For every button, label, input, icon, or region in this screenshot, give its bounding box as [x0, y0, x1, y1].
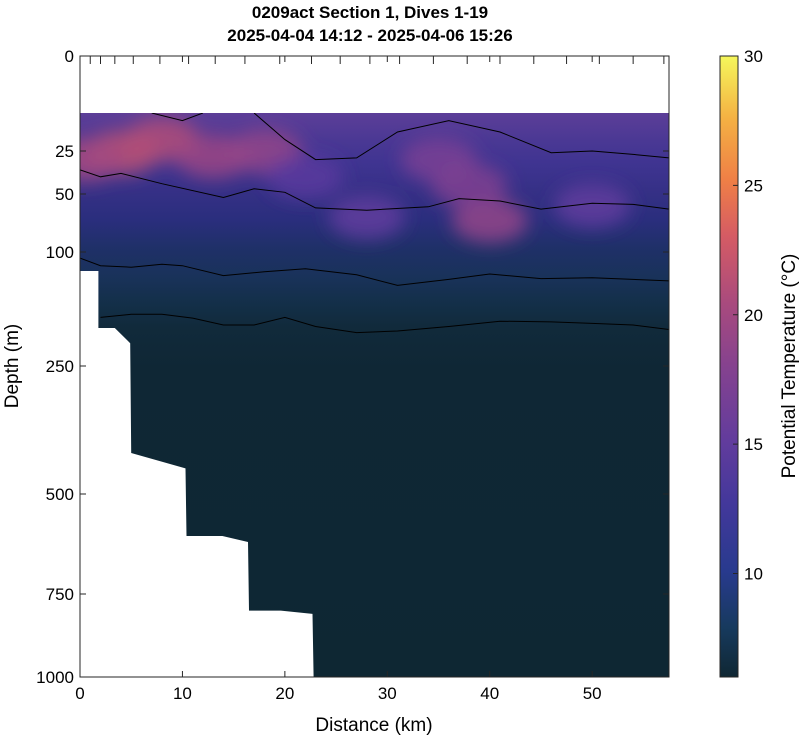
y-tick-label: 50 [55, 185, 74, 204]
chart-title: 0209act Section 1, Dives 1-19 [252, 3, 488, 22]
x-tick-label: 50 [583, 684, 602, 703]
warm-patch [328, 195, 405, 240]
x-tick-label: 30 [378, 684, 397, 703]
y-axis-ticks: 0 25 50 100 250 500 750 1000 [36, 47, 669, 687]
seafloor-mask [80, 271, 314, 677]
colorbar-tick-label: 25 [744, 176, 763, 195]
chart-subtitle: 2025-04-04 14:12 - 2025-04-06 15:26 [227, 26, 512, 45]
y-tick-label: 250 [46, 357, 74, 376]
isotherm-line [80, 169, 669, 211]
x-tick-label: 40 [480, 684, 499, 703]
x-tick-label: 20 [275, 684, 294, 703]
isotherm-line [151, 113, 204, 122]
y-tick-label: 1000 [36, 668, 74, 687]
y-tick-label: 25 [55, 142, 74, 161]
isotherm-line [100, 313, 669, 334]
y-tick-label: 750 [46, 585, 74, 604]
x-tick-label: 0 [75, 684, 84, 703]
y-tick-label: 100 [46, 243, 74, 262]
colorbar-ticks: 10 15 20 25 30 [733, 47, 763, 584]
colorbar-tick-label: 20 [744, 306, 763, 325]
colorbar-label: Potential Temperature (°C) [779, 254, 800, 479]
y-axis-label: Depth (m) [2, 324, 23, 408]
y-tick-label: 500 [46, 485, 74, 504]
warm-patch [267, 154, 344, 199]
plot-area: 0 10 20 30 40 50 0 25 50 100 250 500 750 1000 [36, 47, 670, 703]
isotherm-line [253, 113, 669, 161]
x-axis-label: Distance (km) [315, 715, 432, 736]
dive-markers [79, 56, 665, 64]
title-group: 0209act Section 1, Dives 1-19 2025-04-04… [227, 3, 512, 45]
x-tick-label: 10 [173, 684, 192, 703]
warm-patch [80, 137, 124, 182]
warm-water-patches [80, 117, 631, 243]
colorbar-tick-label: 30 [744, 47, 763, 66]
warm-patch [431, 163, 508, 208]
y-tick-label: 0 [65, 47, 74, 66]
warm-patch [554, 183, 631, 228]
isotherm-line [80, 257, 669, 286]
warm-patch [451, 198, 528, 243]
isotherm-contours [80, 113, 669, 334]
colorbar-tick-label: 10 [744, 565, 763, 584]
colorbar-tick-label: 15 [744, 435, 763, 454]
colorbar: 10 15 20 25 30 Potential Temperature (°C) [719, 47, 800, 678]
x-axis-ticks: 0 10 20 30 40 50 [75, 56, 602, 703]
colorbar-gradient [719, 55, 739, 678]
